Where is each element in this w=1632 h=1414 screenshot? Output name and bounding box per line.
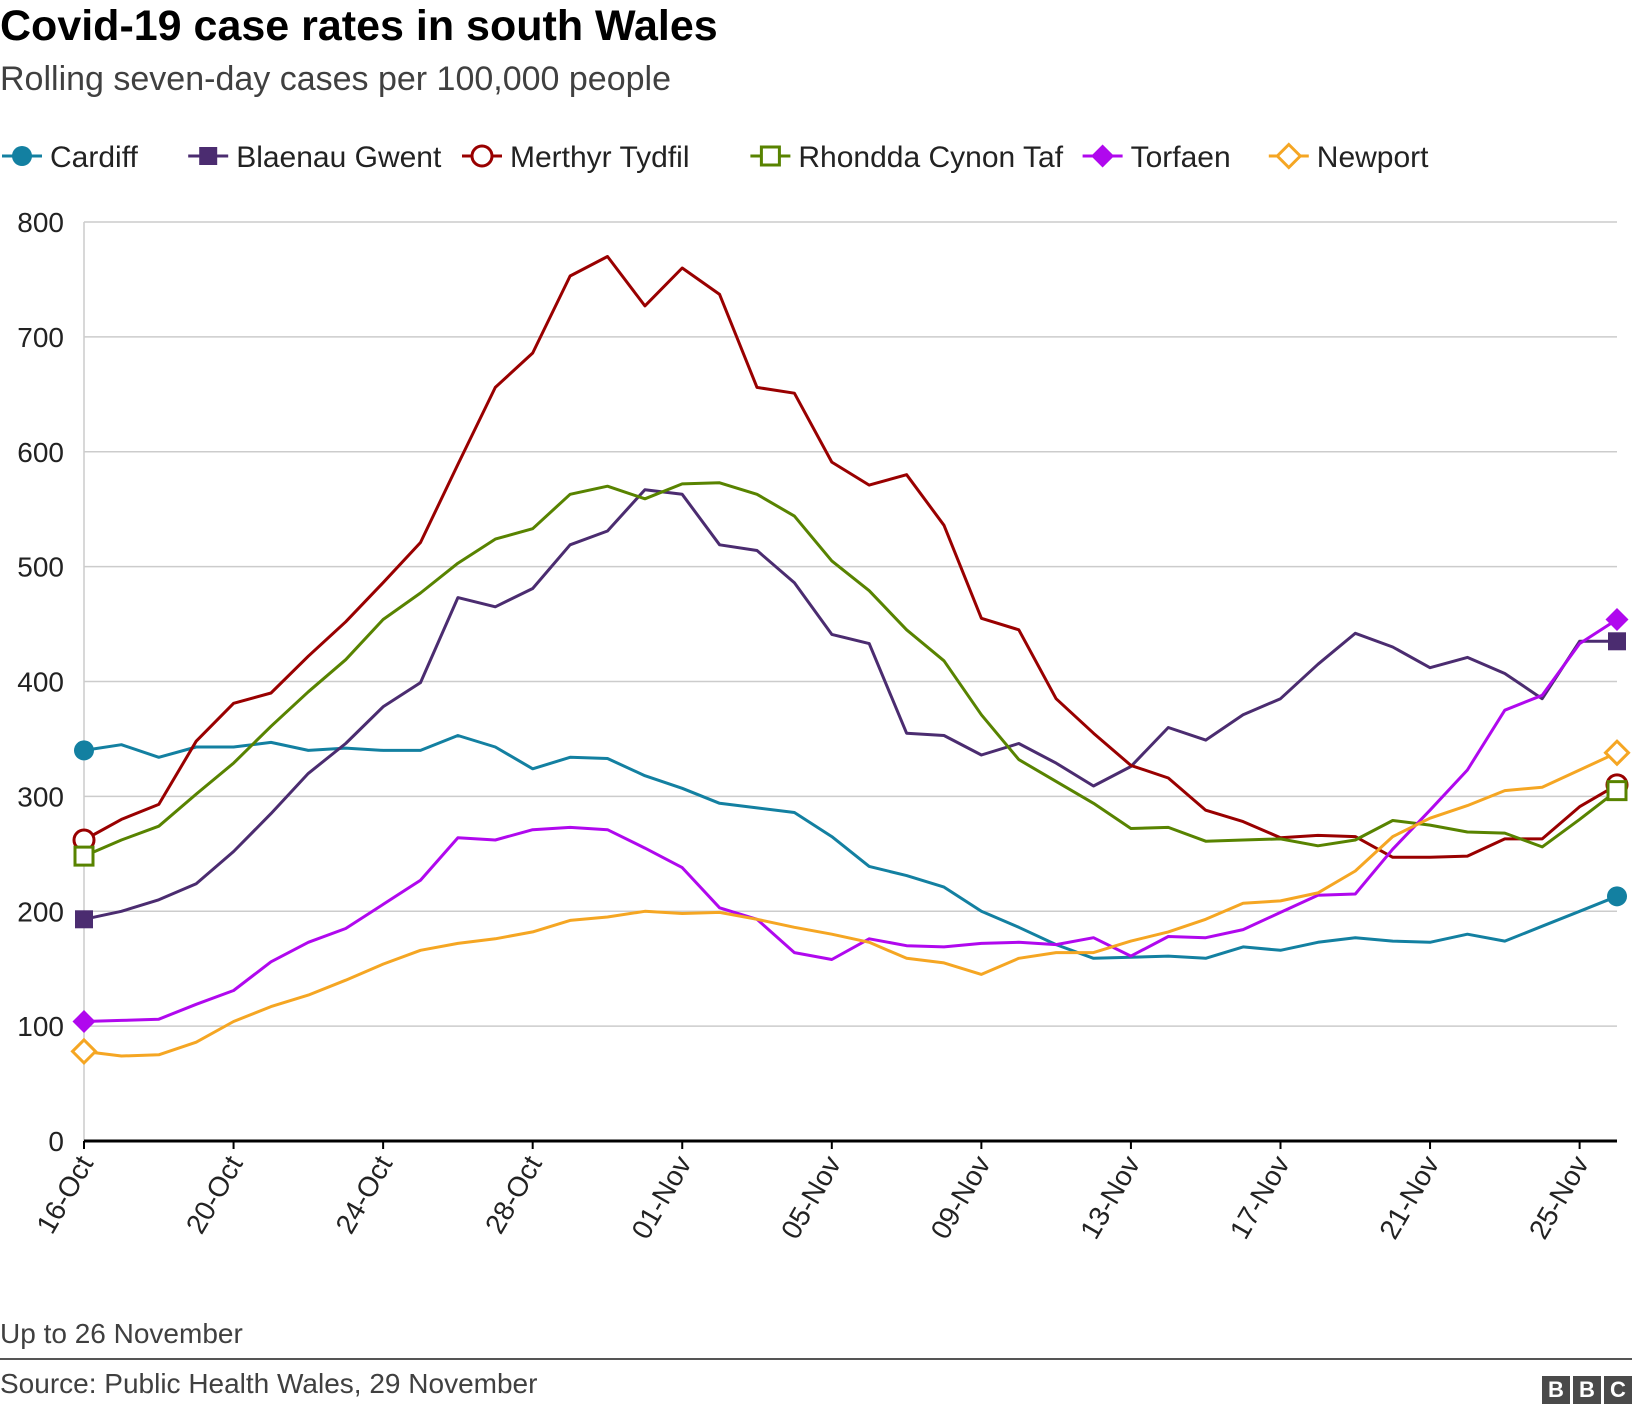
footer-divider [0,1358,1632,1360]
chart-source: Source: Public Health Wales, 29 November [0,1368,538,1399]
y-tick-label: 0 [48,1126,64,1157]
y-tick-label: 300 [17,781,64,812]
series-start-marker-torfaen [72,1010,96,1034]
series-end-marker-torfaen [1605,607,1629,631]
series-line-rhondda-cynon-taf [83,481,1618,858]
bbc-logo-letter: B [1573,1376,1601,1404]
chart-title: Covid-19 case rates in south Wales [0,2,718,50]
y-tick-label: 700 [17,322,64,353]
legend-label: Newport [1317,141,1429,174]
legend-marker [470,144,494,168]
series-end-marker-cardiff [1607,886,1627,907]
y-axis: 0 100 200 300 400 500 600 700 800 [17,207,64,1157]
legend-label: Cardiff [50,141,138,174]
legend-marker [759,145,781,167]
x-tick-label: 25-Nov [1523,1151,1595,1245]
x-tick-label: 24-Oct [329,1150,398,1238]
chart-legend: Cardiff Blaenau Gwent Merthyr Tydfil Rhondd… [2,141,1429,174]
x-tick-label: 20-Oct [180,1150,249,1238]
series-start-marker-rhondda-cynon-taf [73,845,95,867]
series-line-torfaen [83,618,1618,1023]
legend-label: Blaenau Gwent [236,141,442,174]
y-tick-label: 400 [17,667,64,698]
chart-footnote: Up to 26 November [0,1318,243,1349]
series-end-marker-newport [1603,739,1631,767]
x-tick-label: 16-Oct [30,1150,99,1238]
series-start-marker-newport [70,1037,98,1066]
y-tick-label: 800 [17,207,64,238]
series-end-marker-blaenau-gwent [1608,632,1626,651]
x-tick-label: 21-Nov [1373,1151,1445,1245]
chart-series [70,255,1631,1066]
legend-marker [199,147,218,165]
x-tick-label: 09-Nov [925,1151,997,1245]
x-axis: 16-Oct 20-Oct 24-Oct 28-Oct 01-Nov 05-Nov 09-N… [30,1141,1595,1245]
series-line-blaenau-gwent [83,488,1617,921]
series-start-marker-blaenau-gwent [75,910,93,929]
bbc-logo-letter: B [1542,1376,1570,1404]
y-tick-label: 100 [17,1011,64,1042]
bbc-logo: B B C [1542,1376,1632,1404]
series-end-marker-rhondda-cynon-taf [1606,780,1628,802]
chart-subtitle: Rolling seven-day cases per 100,000 peop… [0,60,672,98]
legend-label: Rhondda Cynon Taf [798,141,1063,174]
legend-marker [12,146,32,166]
x-tick-label: 01-Nov [625,1151,697,1245]
series-line-newport [83,751,1618,1058]
legend-marker [1091,144,1115,168]
legend-label: Merthyr Tydfil [510,141,690,174]
x-tick-label: 05-Nov [775,1151,847,1245]
line-chart: Cardiff Blaenau Gwent Merthyr Tydfil Rhondd… [2,141,1631,1245]
series-start-marker-cardiff [74,740,94,761]
chart-gridlines [83,221,1617,1143]
legend-label: Torfaen [1131,141,1231,174]
x-tick-label: 17-Nov [1224,1151,1296,1245]
y-tick-label: 200 [17,896,64,927]
y-tick-label: 600 [17,437,64,468]
x-tick-label: 13-Nov [1074,1151,1146,1245]
bbc-logo-letter: C [1604,1376,1632,1404]
legend-marker [1275,142,1303,170]
x-tick-label: 28-Oct [479,1150,548,1238]
y-tick-label: 500 [17,552,64,583]
series-line-merthyr-tydfil [83,255,1618,859]
